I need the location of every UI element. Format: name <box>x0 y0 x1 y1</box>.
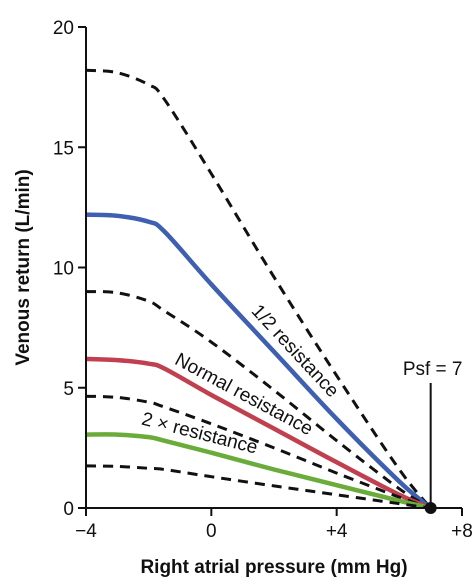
series-curve <box>85 356 432 511</box>
series-label: 1/2 resistance <box>247 301 343 402</box>
series-curve <box>85 432 432 511</box>
psf-point <box>424 502 437 514</box>
dashed-curve <box>85 464 431 510</box>
y-axis-title: Venous return (L/min) <box>13 169 34 365</box>
y-tick-label: 20 <box>53 18 74 39</box>
y-tick-label: 10 <box>53 259 74 280</box>
series-curve <box>85 212 433 510</box>
x-tick-label: −4 <box>75 521 97 542</box>
y-tick-label: 5 <box>63 379 74 400</box>
y-tick-label: 0 <box>63 499 74 520</box>
x-tick-label: 0 <box>206 521 217 542</box>
psf-label: Psf = 7 <box>403 359 463 380</box>
y-tick-label: 15 <box>53 138 74 159</box>
x-axis-title: Right atrial pressure (mm Hg) <box>140 557 407 578</box>
x-tick-label: +8 <box>451 521 473 542</box>
dashed-curve <box>85 394 432 510</box>
x-tick-label: +4 <box>326 521 348 542</box>
curves-layer <box>85 68 433 511</box>
dashed-curve <box>85 290 432 510</box>
